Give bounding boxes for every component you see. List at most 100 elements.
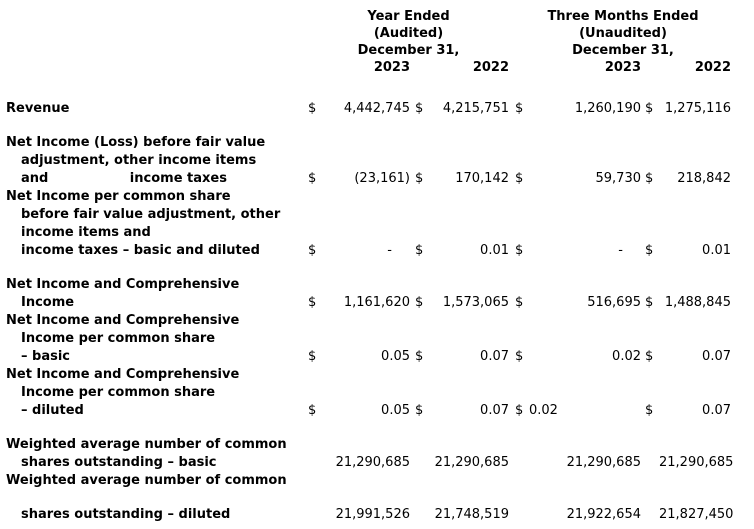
dollar-sign: $ [308,101,317,116]
year-ended-2022-header: 2022 [472,60,509,75]
table-row: Weighted average number of common [6,472,754,490]
cell-value: 0.07 [702,403,731,418]
cell-value: 0.05 [381,349,410,364]
cell-value: 170,142 [455,171,509,186]
row-label: Net Income per common share [6,189,231,204]
cell-value: 21,991,526 [335,507,410,522]
dollar-sign: $ [308,243,317,258]
table-row: and income taxes $ (23,161) $170,142 $59,730… [6,170,754,188]
header-row-dates: December 31, December 31, [6,42,754,59]
cell-value: 0.02 [612,349,641,364]
dollar-sign [308,454,322,472]
row-label: Income [21,295,75,310]
cell-value: 0.05 [381,403,410,418]
dollar-sign [645,454,659,472]
cell-value: 59,730 [595,171,642,186]
cell-value: 4,215,751 [442,101,509,116]
year-ended-date: December 31, [357,43,460,58]
row-label: Income per common share [21,385,216,400]
cell-value: (23,161) [354,171,410,186]
row-label: Weighted average number of common [6,473,287,488]
cell-value: - [387,243,392,258]
cell-value: 21,922,654 [566,507,641,522]
cell-value: 0.01 [702,243,731,258]
header-row-years: 2023 2022 2023 2022 [6,59,754,76]
table-row: shares outstanding – diluted 21,991,526 21… [6,506,754,524]
table-row: Net Income and Comprehensive [6,276,754,294]
cell-value: 0.01 [480,243,509,258]
cell-value: 21,290,685 [335,455,410,470]
table-row: Income per common share [6,330,754,348]
three-months-2022-header: 2022 [694,60,731,75]
table-row: Income $1,161,620 $1,573,065 $516,695 $1,488… [6,294,754,312]
row-label: Weighted average number of common [6,437,287,452]
row-label: Net Income and Comprehensive [6,313,240,328]
cell-value: 21,290,685 [566,455,641,470]
row-label: shares outstanding – basic [21,455,217,470]
cell-value: 0.07 [702,349,731,364]
cell-value: 1,161,620 [343,295,410,310]
table-row: Weighted average number of common [6,436,754,454]
cell-value: 1,573,065 [442,295,509,310]
three-months-ended-title: Three Months Ended [547,9,699,24]
table-row: Net Income and Comprehensive [6,366,754,384]
dollar-sign: $ [308,171,317,186]
cell-value: 0.07 [480,349,509,364]
dollar-sign: $ [645,101,654,116]
table-row: income taxes – basic and diluted $ - $0.01 $… [6,242,754,260]
dollar-sign [515,454,529,472]
dollar-sign [515,506,529,524]
dollar-sign: $ [515,243,524,258]
table-row: – basic $0.05 $0.07 $0.02 $0.07 [6,348,754,366]
table-row: before fair value adjustment, other [6,206,754,224]
year-ended-title: Year Ended [367,9,450,24]
row-label: and income taxes [21,171,227,186]
dollar-sign: $ [515,349,524,364]
table-row: – diluted $0.05 $0.07 $0.02 $0.07 [6,402,754,420]
cell-value: 218,842 [677,171,731,186]
row-label: Net Income and Comprehensive [6,367,240,382]
dollar-sign: $ [415,101,424,116]
cell-value: 21,827,450 [659,507,734,522]
dollar-sign: $ [645,171,654,186]
cell-value: 0.07 [480,403,509,418]
row-label: adjustment, other income items [21,153,257,168]
row-label: – diluted [21,403,84,418]
cell-value: 516,695 [587,295,641,310]
row-label: Revenue [6,101,70,116]
three-months-2023-header: 2023 [604,60,641,75]
dollar-sign: $ [415,243,424,258]
table-row: shares outstanding – basic 21,290,685 21,2… [6,454,754,472]
table-row: Revenue $4,442,745 $4,215,751 $1,260,190 $1,… [6,100,754,118]
row-label: income taxes – basic and diluted [21,243,260,258]
unaudited-label: (Unaudited) [579,26,667,41]
row-spacer [6,260,754,276]
row-label: before fair value adjustment, other [21,207,281,222]
table-row: Net Income and Comprehensive [6,312,754,330]
table-row: Net Income per common share [6,188,754,206]
dollar-sign: $ [645,349,654,364]
dollar-sign: $ [515,295,524,310]
cell-value: 4,442,745 [343,101,410,116]
dollar-sign: $ [415,171,424,186]
dollar-sign: $ [308,295,317,310]
dollar-sign [415,454,429,472]
row-label: shares outstanding – diluted [21,507,231,522]
table-row: Net Income (Loss) before fair value [6,134,754,152]
cell-value: 21,748,519 [434,507,509,522]
dollar-sign: $ [415,349,424,364]
row-spacer [6,118,754,134]
dollar-sign: $ [645,243,654,258]
audited-label: (Audited) [373,26,444,41]
table-row: income items and [6,224,754,242]
year-ended-2023-header: 2023 [373,60,410,75]
cell-value: 1,260,190 [574,101,641,116]
dollar-sign: $ [645,295,654,310]
dollar-sign [415,506,429,524]
three-months-ended-date: December 31, [572,43,674,58]
row-label: Net Income (Loss) before fair value [6,135,266,150]
dollar-sign: $ [515,101,524,116]
header-row-titles: Year Ended Three Months Ended [6,8,754,25]
cell-value: 1,275,116 [664,101,731,116]
